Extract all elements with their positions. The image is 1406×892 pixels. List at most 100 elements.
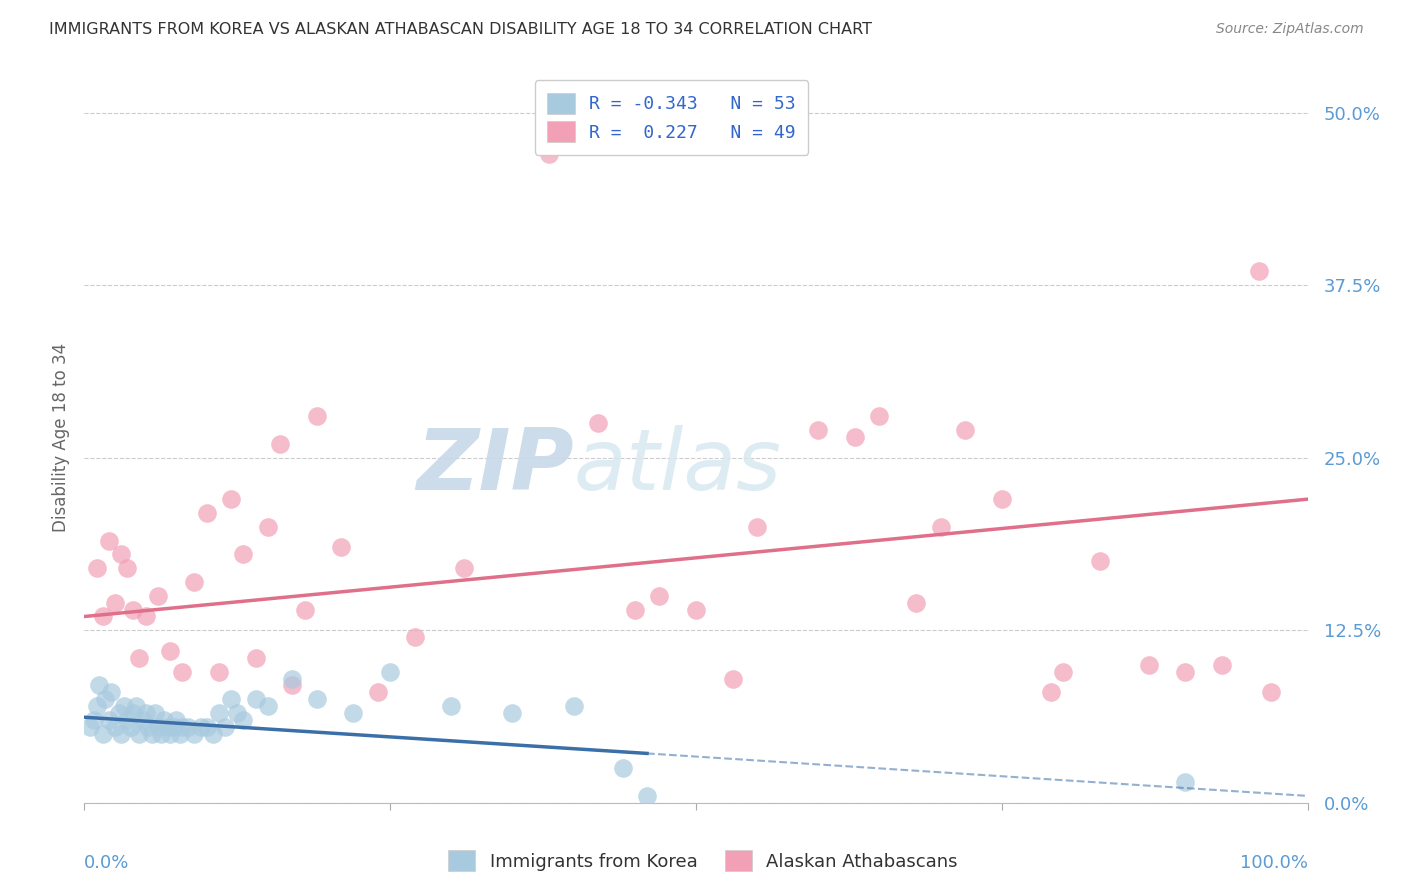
- Point: [440, 699, 463, 714]
- Point: [1174, 775, 1197, 789]
- Point: [97, 713, 120, 727]
- Point: [232, 713, 254, 727]
- Point: [146, 720, 169, 734]
- Point: [1260, 685, 1282, 699]
- Point: [747, 520, 769, 534]
- Point: [844, 430, 866, 444]
- Point: [538, 147, 561, 161]
- Text: 0.0%: 0.0%: [84, 854, 129, 872]
- Point: [1088, 554, 1111, 568]
- Point: [112, 699, 135, 714]
- Point: [281, 678, 304, 692]
- Point: [1052, 665, 1074, 679]
- Point: [869, 409, 891, 424]
- Point: [190, 720, 212, 734]
- Point: [201, 727, 224, 741]
- Point: [305, 409, 328, 424]
- Point: [624, 602, 647, 616]
- Point: [159, 644, 181, 658]
- Point: [100, 685, 122, 699]
- Point: [219, 692, 242, 706]
- Point: [172, 720, 194, 734]
- Point: [104, 720, 127, 734]
- Point: [79, 720, 101, 734]
- Point: [502, 706, 524, 720]
- Point: [214, 720, 236, 734]
- Point: [807, 423, 830, 437]
- Point: [91, 609, 114, 624]
- Point: [257, 520, 280, 534]
- Point: [135, 706, 157, 720]
- Point: [86, 561, 108, 575]
- Point: [122, 602, 145, 616]
- Point: [404, 630, 426, 644]
- Point: [219, 492, 242, 507]
- Point: [245, 651, 267, 665]
- Point: [294, 602, 316, 616]
- Point: [83, 713, 105, 727]
- Point: [1137, 657, 1160, 672]
- Point: [648, 589, 671, 603]
- Point: [86, 699, 108, 714]
- Point: [156, 720, 179, 734]
- Point: [195, 506, 218, 520]
- Point: [226, 706, 249, 720]
- Point: [721, 672, 744, 686]
- Point: [269, 437, 291, 451]
- Point: [120, 720, 142, 734]
- Point: [87, 678, 110, 692]
- Point: [104, 596, 127, 610]
- Point: [91, 727, 114, 741]
- Point: [208, 706, 231, 720]
- Y-axis label: Disability Age 18 to 34: Disability Age 18 to 34: [52, 343, 70, 532]
- Point: [169, 727, 191, 741]
- Point: [146, 589, 169, 603]
- Text: IMMIGRANTS FROM KOREA VS ALASKAN ATHABASCAN DISABILITY AGE 18 TO 34 CORRELATION : IMMIGRANTS FROM KOREA VS ALASKAN ATHABAS…: [49, 22, 872, 37]
- Point: [1211, 657, 1233, 672]
- Point: [107, 706, 129, 720]
- Point: [612, 761, 634, 775]
- Point: [685, 602, 707, 616]
- Point: [367, 685, 389, 699]
- Point: [1247, 264, 1270, 278]
- Point: [380, 665, 402, 679]
- Point: [281, 672, 304, 686]
- Point: [128, 651, 150, 665]
- Point: [953, 423, 976, 437]
- Legend: R = -0.343   N = 53, R =  0.227   N = 49: R = -0.343 N = 53, R = 0.227 N = 49: [534, 80, 808, 154]
- Point: [115, 561, 138, 575]
- Text: ZIP: ZIP: [416, 425, 574, 508]
- Text: atlas: atlas: [574, 425, 782, 508]
- Point: [305, 692, 328, 706]
- Point: [141, 727, 163, 741]
- Point: [257, 699, 280, 714]
- Point: [183, 727, 205, 741]
- Point: [110, 727, 132, 741]
- Text: Source: ZipAtlas.com: Source: ZipAtlas.com: [1216, 22, 1364, 37]
- Point: [159, 727, 181, 741]
- Point: [232, 548, 254, 562]
- Text: 100.0%: 100.0%: [1240, 854, 1308, 872]
- Point: [929, 520, 952, 534]
- Point: [636, 789, 658, 803]
- Point: [1174, 665, 1197, 679]
- Point: [905, 596, 928, 610]
- Point: [172, 665, 194, 679]
- Point: [453, 561, 475, 575]
- Point: [143, 706, 166, 720]
- Point: [132, 713, 155, 727]
- Point: [1039, 685, 1062, 699]
- Legend: Immigrants from Korea, Alaskan Athabascans: Immigrants from Korea, Alaskan Athabasca…: [441, 843, 965, 879]
- Point: [183, 574, 205, 589]
- Point: [245, 692, 267, 706]
- Point: [136, 720, 159, 734]
- Point: [342, 706, 364, 720]
- Point: [991, 492, 1014, 507]
- Point: [150, 727, 173, 741]
- Point: [177, 720, 200, 734]
- Point: [586, 417, 609, 431]
- Point: [125, 699, 148, 714]
- Point: [330, 541, 353, 555]
- Point: [195, 720, 218, 734]
- Point: [163, 720, 186, 734]
